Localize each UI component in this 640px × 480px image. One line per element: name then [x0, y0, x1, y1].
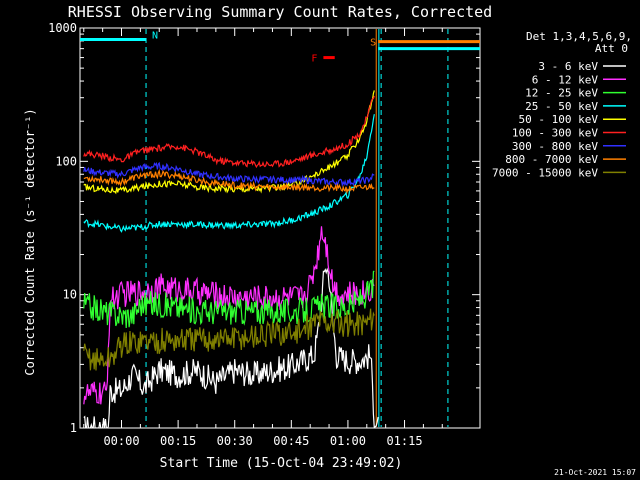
y-tick-label: 100 [55, 154, 77, 168]
series-line [83, 161, 375, 188]
legend-entry-label: 6 - 12 keV [532, 73, 599, 86]
x-tick-label: 00:30 [217, 434, 253, 448]
legend-entry-label: 100 - 300 keV [512, 127, 598, 140]
legend-entry-label: 25 - 50 keV [525, 100, 598, 113]
chart-title: RHESSI Observing Summary Count Rates, Co… [68, 3, 492, 21]
series-line [83, 90, 375, 195]
x-tick-label: 00:45 [273, 434, 309, 448]
footer-timestamp: 21-Oct-2021 15:07 [554, 468, 636, 477]
y-tick-label: 10 [63, 288, 77, 302]
y-tick-label: 1 [70, 421, 77, 435]
x-tick-label: 00:15 [160, 434, 196, 448]
x-tick-label: 00:00 [103, 434, 139, 448]
y-axis-label: Corrected Count Rate (s⁻¹ detector⁻¹) [23, 108, 37, 375]
series-line [83, 114, 375, 233]
series-line [83, 95, 375, 169]
saa-interval-label: S [370, 38, 376, 49]
night-interval-label: N [152, 30, 158, 41]
legend-entry-label: 300 - 800 keV [512, 140, 598, 153]
legend-entry-label: 50 - 100 keV [519, 113, 599, 126]
legend-header-detectors: Det 1,3,4,5,6,9, [526, 30, 632, 43]
series-line [83, 168, 375, 195]
series-line [83, 270, 375, 329]
x-axis-label: Start Time (15-Oct-04 23:49:02) [160, 456, 403, 471]
y-tick-label: 1000 [48, 21, 77, 35]
legend-entry-label: 800 - 7000 keV [505, 153, 598, 166]
legend-entry-label: 12 - 25 keV [525, 87, 598, 100]
x-tick-label: 01:15 [386, 434, 422, 448]
plot-frame [79, 27, 481, 429]
series-line [83, 308, 375, 371]
legend-entry-label: 7000 - 15000 keV [492, 166, 598, 179]
x-tick-label: 01:00 [330, 434, 366, 448]
legend-entry-label: 3 - 6 keV [538, 60, 598, 73]
legend-header-attenuator: Att 0 [595, 42, 628, 55]
flare-interval-label: F [311, 54, 317, 65]
series-line [83, 267, 379, 428]
